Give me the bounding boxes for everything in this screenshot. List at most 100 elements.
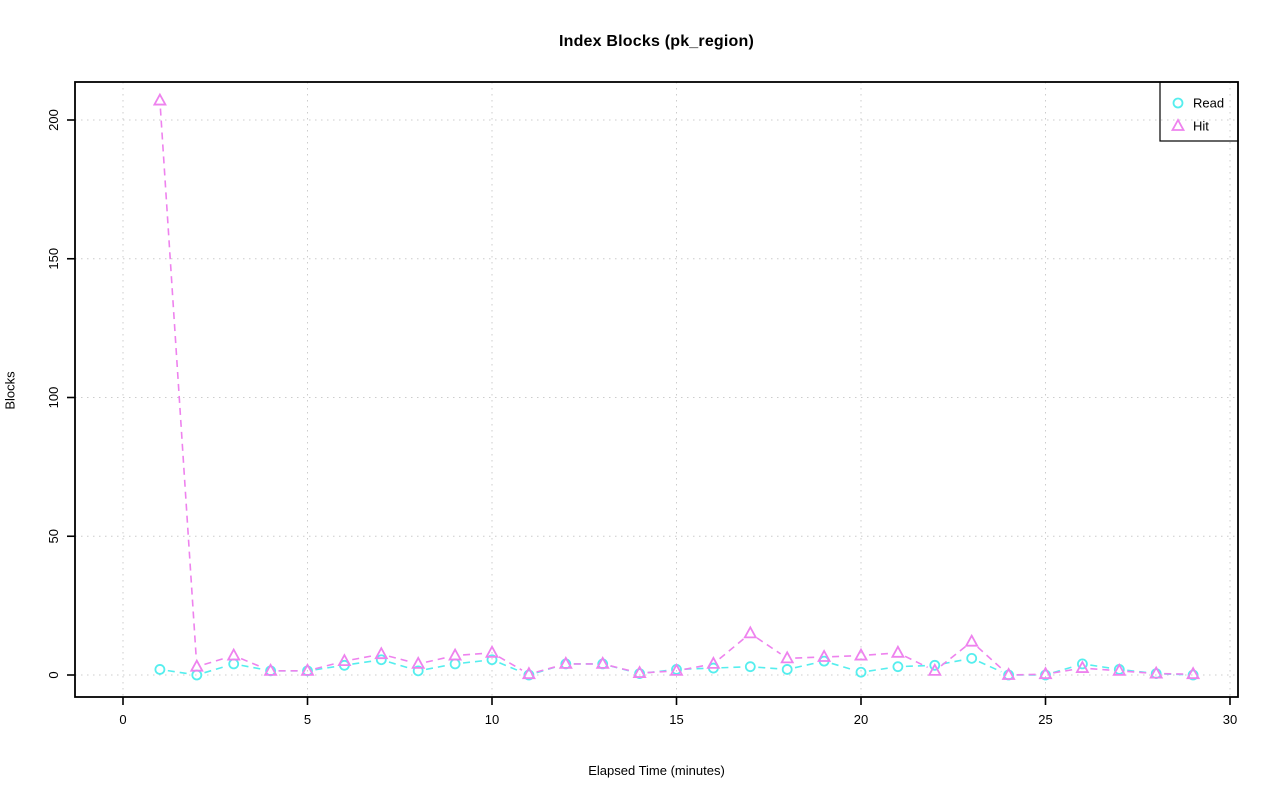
legend-label-read: Read	[1193, 96, 1224, 111]
series-line-hit	[832, 655, 854, 658]
read-marker-circle	[412, 665, 424, 677]
read-marker-circle	[781, 664, 793, 675]
hit-marker-triangle	[1112, 662, 1127, 676]
series-line-hit	[388, 655, 411, 663]
series-line-hit	[1127, 670, 1149, 674]
hit-marker-triangle	[927, 662, 942, 676]
y-tick-label: 150	[46, 248, 61, 270]
read-marker-circle	[449, 658, 461, 670]
hit-marker-triangle	[1075, 660, 1090, 673]
read-marker-circle	[892, 661, 904, 673]
x-tick-label: 10	[485, 712, 499, 727]
series-line-hit	[795, 656, 817, 659]
series-line-hit	[684, 664, 706, 671]
hit-marker-triangle	[1186, 666, 1201, 680]
hit-marker-triangle	[817, 649, 832, 662]
hit-marker-triangle	[632, 665, 647, 678]
series-line-read	[499, 662, 522, 673]
series-line-read	[1090, 664, 1112, 670]
series-line-hit	[352, 654, 374, 661]
hit-marker-triangle	[448, 647, 463, 661]
series-line-read	[315, 665, 337, 671]
x-tick-label: 30	[1223, 712, 1237, 727]
hit-marker-triangle	[189, 658, 204, 672]
hit-marker-triangle	[374, 646, 389, 660]
read-marker-circle	[1077, 658, 1088, 670]
x-tick-label: 0	[119, 712, 126, 727]
x-tick-label: 25	[1038, 712, 1052, 727]
series-line-hit	[425, 656, 448, 663]
series-line-hit	[1090, 667, 1112, 672]
x-axis-title: Elapsed Time (minutes)	[588, 763, 725, 778]
series-line-hit	[647, 670, 669, 674]
series-line-read	[905, 664, 927, 668]
hit-marker-triangle	[1170, 118, 1186, 131]
legend-box	[1159, 81, 1239, 142]
hit-marker-triangle	[1001, 667, 1016, 680]
series-line-read	[167, 669, 190, 675]
series-line-read	[388, 661, 411, 670]
hit-marker-triangle	[558, 656, 573, 669]
x-tick-label: 15	[669, 712, 683, 727]
hit-marker-triangle	[263, 662, 278, 676]
plot-frame	[74, 81, 1239, 698]
series-line-read	[241, 664, 263, 671]
series-line-read	[868, 667, 891, 672]
y-tick-label: 50	[46, 529, 61, 543]
hit-marker-triangle	[1149, 665, 1164, 679]
hit-marker-triangle	[300, 662, 315, 676]
series-line-hit	[719, 637, 745, 660]
hit-marker-triangle	[1038, 666, 1053, 680]
series-line-hit	[868, 652, 890, 656]
x-tick-label: 20	[854, 712, 868, 727]
series-line-hit	[315, 662, 337, 670]
series-line-read	[978, 660, 1002, 673]
series-line-read	[425, 664, 448, 671]
hit-marker-triangle	[964, 633, 979, 647]
series-line-read	[352, 660, 374, 665]
y-tick-label: 0	[46, 671, 61, 678]
series-line-read	[942, 659, 964, 665]
read-marker-circle	[1172, 97, 1184, 109]
hit-marker-triangle	[780, 650, 795, 664]
series-line-hit	[240, 657, 264, 669]
series-line-hit	[1053, 668, 1075, 674]
y-tick-label: 100	[46, 387, 61, 409]
read-marker-circle	[929, 659, 941, 671]
hit-marker-triangle	[484, 644, 500, 658]
chart-title: Index Blocks (pk_region)	[558, 33, 755, 50]
hit-marker-triangle	[890, 644, 905, 658]
hit-marker-triangle	[411, 656, 426, 669]
series-line-hit	[940, 646, 966, 667]
read-marker-circle	[154, 664, 166, 675]
hit-marker-triangle	[595, 656, 610, 669]
series-line-hit	[159, 108, 198, 659]
hit-marker-triangle	[337, 653, 352, 667]
series-line-hit	[498, 656, 523, 671]
read-marker-circle	[744, 661, 756, 673]
series-line-read	[721, 666, 743, 669]
y-axis-title: Blocks	[2, 371, 18, 410]
series-line-read	[204, 665, 227, 674]
series-line-hit	[756, 637, 782, 655]
read-marker-circle	[191, 669, 203, 681]
series-line-hit	[536, 665, 559, 673]
series-line-hit	[463, 652, 485, 656]
y-tick-label: 200	[46, 109, 61, 131]
read-marker-circle	[486, 654, 498, 666]
hit-marker-triangle	[226, 647, 241, 661]
hit-marker-triangle	[743, 625, 758, 639]
series-line-hit	[610, 665, 633, 672]
read-marker-circle	[375, 654, 387, 666]
x-tick-label: 5	[304, 712, 311, 727]
hit-marker-triangle	[521, 666, 536, 680]
series-line-hit	[977, 646, 1004, 671]
series-line-read	[462, 659, 485, 664]
legend-label-hit: Hit	[1193, 119, 1209, 134]
series-line-read	[758, 666, 780, 670]
series-line-read	[831, 662, 854, 671]
hit-marker-triangle	[152, 92, 167, 106]
read-marker-circle	[855, 666, 867, 678]
